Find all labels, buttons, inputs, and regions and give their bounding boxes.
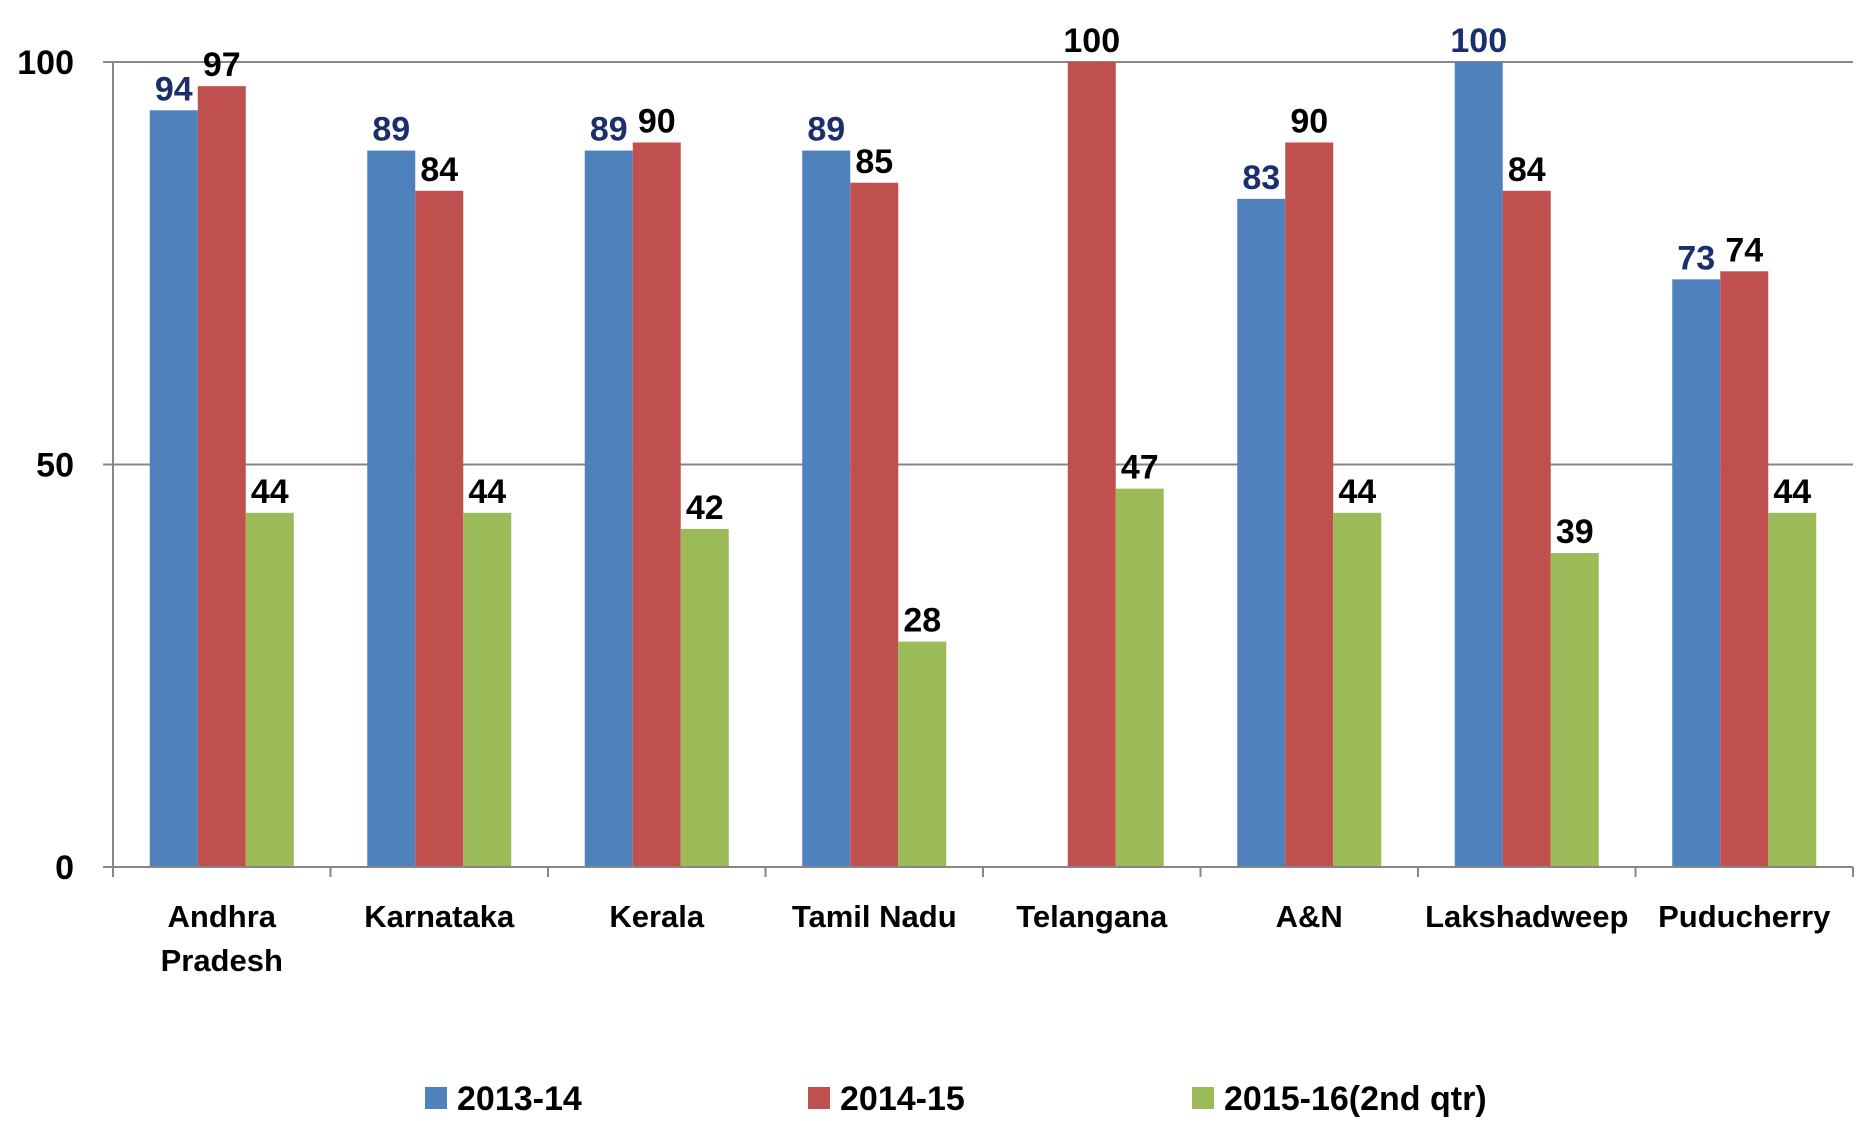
- legend-swatch: [1192, 1087, 1214, 1109]
- data-label: 90: [1290, 103, 1328, 141]
- legend-label: 2013-14: [457, 1080, 582, 1118]
- data-label: 73: [1677, 239, 1715, 277]
- data-label: 100: [1063, 22, 1120, 60]
- legend-swatch: [425, 1087, 447, 1109]
- x-tick-label: A&N: [1275, 899, 1343, 934]
- x-tick-label: Lakshadweep: [1425, 899, 1629, 934]
- bar: [463, 512, 512, 867]
- bar: [1768, 512, 1817, 867]
- data-label: 44: [1773, 473, 1811, 511]
- legend-label: 2014-15: [840, 1080, 965, 1118]
- x-tick-label: Karnataka: [364, 899, 515, 934]
- x-tick-label: Tamil Nadu: [791, 899, 957, 934]
- bar: [367, 150, 416, 868]
- data-label: 74: [1725, 231, 1763, 269]
- bar: [802, 150, 851, 868]
- bar: [1237, 198, 1286, 868]
- bar: [632, 142, 681, 867]
- bar: [1672, 279, 1721, 868]
- data-label: 89: [590, 111, 628, 149]
- data-label: 100: [1450, 22, 1507, 60]
- bar: [415, 190, 464, 868]
- bar: [245, 512, 294, 867]
- data-label: 97: [203, 46, 241, 84]
- bar: [1550, 553, 1599, 867]
- data-label: 89: [372, 111, 410, 149]
- data-label: 90: [638, 103, 676, 141]
- bar: [149, 110, 198, 868]
- data-label: 83: [1242, 159, 1280, 197]
- bar: [1067, 62, 1116, 867]
- x-tick-label: Telangana: [1016, 899, 1168, 934]
- data-label: 89: [807, 111, 845, 149]
- legend-swatch: [808, 1087, 830, 1109]
- bar: [1454, 62, 1503, 867]
- legend-label: 2015-16(2nd qtr): [1224, 1080, 1487, 1118]
- data-label: 39: [1556, 513, 1594, 551]
- bar: [1502, 190, 1551, 868]
- x-tick-label: Puducherry: [1658, 899, 1831, 934]
- bar: [898, 641, 947, 867]
- data-label: 44: [1338, 473, 1376, 511]
- data-label: 85: [855, 143, 893, 181]
- bar: [1115, 488, 1164, 867]
- data-label: 94: [155, 70, 193, 108]
- bar: [680, 528, 729, 867]
- y-tick-label: 50: [36, 447, 74, 485]
- bar: [1333, 512, 1382, 867]
- x-tick-label: Kerala: [609, 899, 705, 934]
- bar: [1285, 142, 1334, 867]
- bar: [850, 182, 899, 867]
- bar: [1720, 271, 1769, 867]
- y-tick-label: 0: [55, 849, 74, 887]
- x-tick-label: Andhra Pradesh: [160, 899, 283, 978]
- data-label: 42: [686, 489, 724, 527]
- data-label: 28: [903, 602, 941, 640]
- bar: [584, 150, 633, 868]
- data-label: 44: [468, 473, 506, 511]
- bar: [197, 86, 246, 867]
- data-label: 47: [1121, 449, 1159, 487]
- data-label: 44: [251, 473, 289, 511]
- y-tick-label: 100: [17, 44, 74, 82]
- data-label: 84: [420, 151, 458, 189]
- data-label: 84: [1508, 151, 1546, 189]
